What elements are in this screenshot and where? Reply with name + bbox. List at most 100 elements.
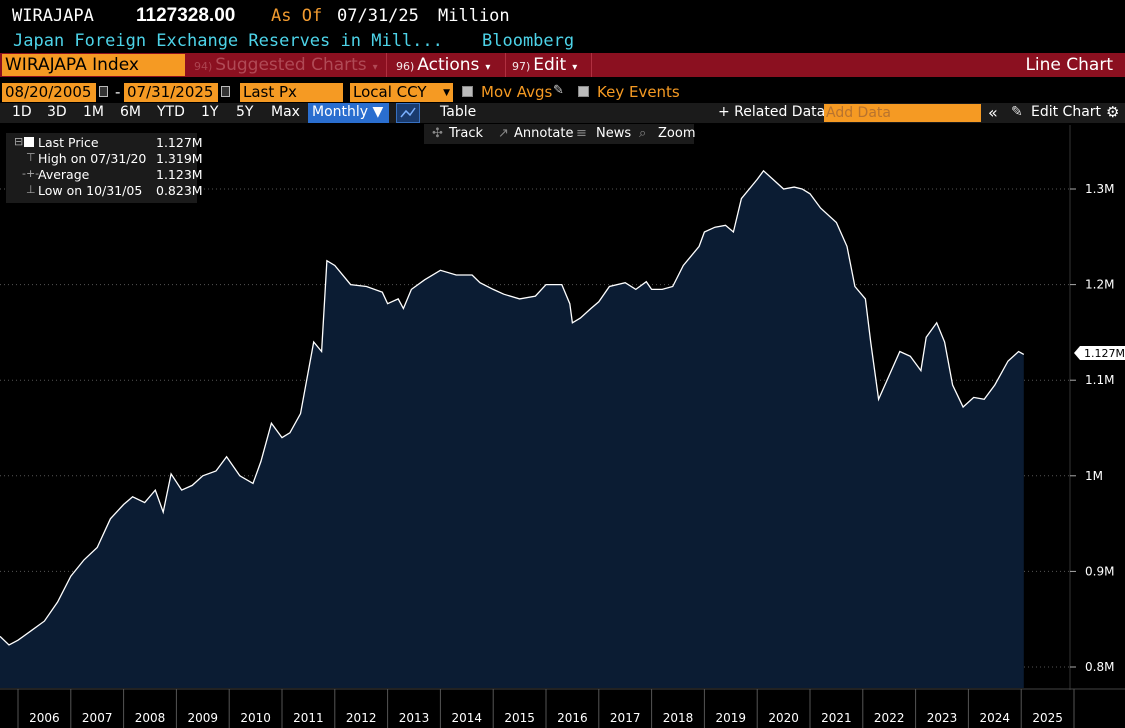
x-tick-label: 2019 xyxy=(716,711,747,725)
ticker: WIRAJAPA xyxy=(12,6,94,26)
svg-text:1.127M: 1.127M xyxy=(1084,347,1125,360)
chart-type-label: Line Chart xyxy=(1025,55,1113,75)
caret-down-icon: ▾ xyxy=(372,62,378,73)
price-line xyxy=(0,169,1025,646)
last-price-badge: 1.127M xyxy=(1074,346,1125,360)
legend-box: ⊟ Last Price 1.127M ⊤ High on 07/31/20 1… xyxy=(6,133,203,203)
controls-row: 08/20/2005 - 07/31/2025 Last Px Local CC… xyxy=(0,83,1125,103)
suggested-charts-menu[interactable]: 94) Suggested Charts ▾ xyxy=(191,53,387,77)
x-tick-label: 2016 xyxy=(557,711,588,725)
x-tick-label: 2013 xyxy=(399,711,430,725)
y-tick-label: 0.8M xyxy=(1085,660,1114,674)
y-tick-label: 1.2M xyxy=(1085,278,1114,292)
edit-menu[interactable]: 97) Edit ▾ xyxy=(509,53,592,77)
average-marker-icon: -+- xyxy=(22,167,40,180)
x-axis-ticks: 2006 2007 2008 2009 2010 2011 2012 2013 2014 2015… xyxy=(17,689,1075,728)
mov-avgs-label: Mov Avgs xyxy=(481,83,553,101)
y-tick-label: 1M xyxy=(1085,469,1103,483)
pencil-icon[interactable]: ✎ xyxy=(553,83,564,98)
header-line-1: WIRAJAPA 1127328.00 As Of 07/31/25 Milli… xyxy=(0,5,1125,28)
units-label: Million xyxy=(438,6,510,26)
menu-bar: WIRAJAPA Index 94) Suggested Charts ▾ 96) A… xyxy=(0,53,1125,77)
add-data-input[interactable]: Add Data xyxy=(824,104,981,122)
security-input[interactable]: WIRAJAPA Index xyxy=(2,54,185,76)
y-axis-ticks: 0.8M 0.9M 1M 1.1M 1.2M 1.3M xyxy=(1070,182,1114,674)
actions-menu[interactable]: 96) Actions ▾ xyxy=(393,53,506,77)
news-icon: ≡ xyxy=(576,126,587,141)
pencil-icon[interactable]: ✎ xyxy=(1011,104,1023,120)
frequency-select[interactable]: Monthly ▼ xyxy=(308,103,390,123)
x-tick-label: 2011 xyxy=(293,711,324,725)
x-tick-label: 2015 xyxy=(504,711,535,725)
table-button[interactable]: Table xyxy=(440,104,477,120)
y-tick-label: 1.1M xyxy=(1085,373,1114,387)
x-tick-label: 2012 xyxy=(346,711,377,725)
line-chart-icon[interactable] xyxy=(396,103,420,123)
annotate-icon: ↗ xyxy=(498,126,509,141)
x-tick-label: 2020 xyxy=(768,711,799,725)
period-ytd[interactable]: YTD xyxy=(157,104,185,120)
last-value: 1127328.00 xyxy=(136,5,236,26)
x-tick-label: 2025 xyxy=(1032,711,1063,725)
edit-chart-button[interactable]: Edit Chart xyxy=(1031,104,1102,120)
calendar-icon[interactable] xyxy=(99,86,108,97)
date-separator: - xyxy=(115,83,121,101)
dropdown-icon: ▼ xyxy=(443,88,450,98)
security-description: Japan Foreign Exchange Reserves in Mill.… xyxy=(13,31,443,51)
period-max[interactable]: Max xyxy=(271,104,300,120)
calendar-icon[interactable] xyxy=(221,86,230,97)
x-tick-label: 2018 xyxy=(663,711,694,725)
x-tick-label: 2022 xyxy=(874,711,905,725)
high-marker-icon: ⊤ xyxy=(26,151,36,164)
x-tick-label: 2006 xyxy=(29,711,60,725)
period-1y[interactable]: 1Y xyxy=(201,104,219,120)
y-tick-label: 1.3M xyxy=(1085,182,1114,196)
low-marker-icon: ⊥ xyxy=(26,183,36,196)
x-tick-label: 2024 xyxy=(980,711,1011,725)
caret-down-icon: ▾ xyxy=(572,62,578,73)
annotate-button[interactable]: Annotate xyxy=(514,126,574,141)
legend-average: -+- Average 1.123M xyxy=(22,167,203,182)
area-fill xyxy=(0,170,1024,689)
collapse-icon[interactable]: « xyxy=(988,103,998,122)
field-select[interactable]: Last Px xyxy=(240,83,343,102)
x-tick-label: 2023 xyxy=(927,711,958,725)
start-date-field[interactable]: 08/20/2005 xyxy=(2,83,96,102)
period-3d[interactable]: 3D xyxy=(47,104,67,120)
key-events-checkbox[interactable] xyxy=(578,86,589,97)
track-button[interactable]: Track xyxy=(449,126,484,141)
period-1m[interactable]: 1M xyxy=(83,104,104,120)
gear-icon[interactable]: ⚙ xyxy=(1106,103,1120,121)
key-events-label: Key Events xyxy=(597,83,680,101)
x-tick-label: 2021 xyxy=(821,711,852,725)
x-tick-label: 2007 xyxy=(82,711,113,725)
source-label: Bloomberg xyxy=(482,31,575,51)
header-line-2: Japan Foreign Exchange Reserves in Mill.… xyxy=(0,31,1125,53)
x-tick-label: 2017 xyxy=(610,711,641,725)
period-row: 1D 3D 1M 6M YTD 1Y 5Y Max Monthly ▼ Tabl… xyxy=(0,103,1125,123)
zoom-icon: ⌕ xyxy=(639,126,647,141)
mov-avgs-checkbox[interactable] xyxy=(462,86,473,97)
related-data-button[interactable]: + Related Data xyxy=(718,104,826,120)
legend-high: ⊤ High on 07/31/20 1.319M xyxy=(26,151,203,166)
legend-last-price[interactable]: ⊟ Last Price 1.127M xyxy=(14,135,203,150)
zoom-button[interactable]: Zoom xyxy=(658,126,696,141)
period-6m[interactable]: 6M xyxy=(120,104,141,120)
x-tick-label: 2014 xyxy=(452,711,483,725)
legend-low: ⊥ Low on 10/31/05 0.823M xyxy=(26,183,203,198)
x-tick-label: 2008 xyxy=(135,711,166,725)
series-swatch xyxy=(24,137,34,147)
x-tick-label: 2010 xyxy=(240,711,271,725)
period-1d[interactable]: 1D xyxy=(12,104,32,120)
currency-select[interactable]: Local CCY ▼ xyxy=(350,83,453,102)
caret-down-icon: ▾ xyxy=(485,62,491,73)
as-of-label: As Of xyxy=(271,6,323,26)
chart-tools: ✣ Track ↗ Annotate ≡ News ⌕ Zoom xyxy=(424,124,696,144)
as-of-date: 07/31/25 xyxy=(337,6,419,26)
end-date-field[interactable]: 07/31/2025 xyxy=(124,83,218,102)
news-button[interactable]: News xyxy=(596,126,632,141)
x-tick-label: 2009 xyxy=(188,711,219,725)
period-5y[interactable]: 5Y xyxy=(236,104,254,120)
track-icon: ✣ xyxy=(432,126,443,141)
